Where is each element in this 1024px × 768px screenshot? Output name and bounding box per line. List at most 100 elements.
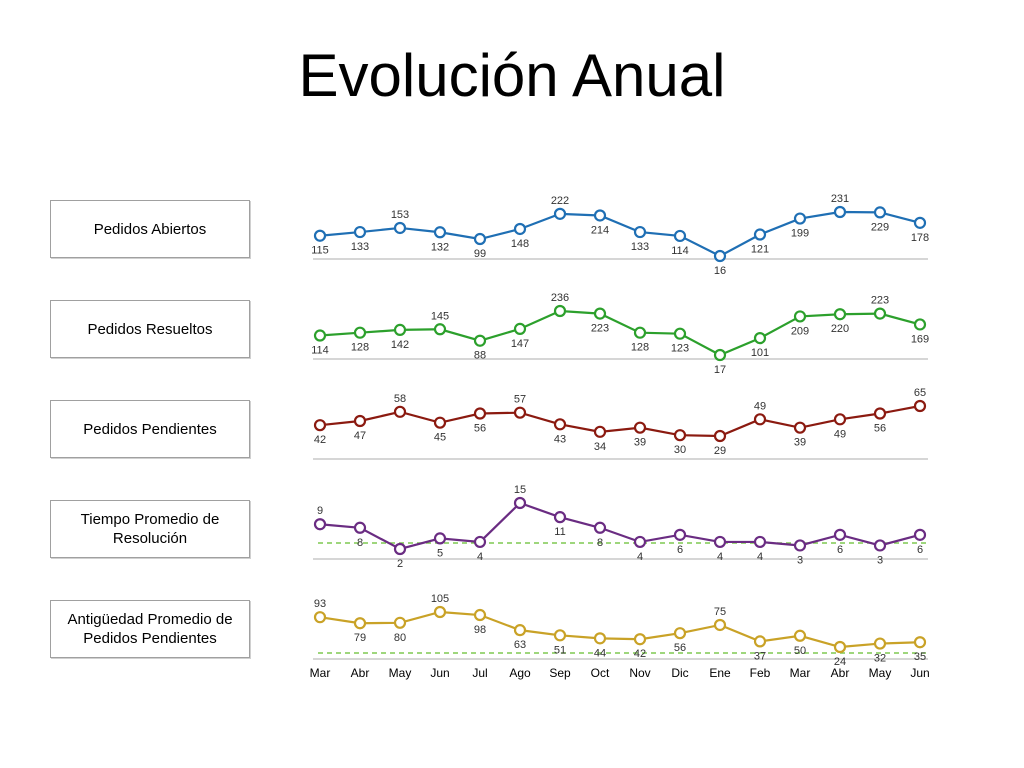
data-point — [593, 521, 607, 534]
data-point — [313, 229, 327, 242]
data-point — [713, 348, 727, 362]
data-point — [353, 326, 367, 339]
data-point — [753, 332, 767, 345]
data-label: 47 — [354, 430, 366, 442]
data-point — [873, 206, 887, 219]
data-point — [713, 618, 727, 632]
data-point — [873, 407, 887, 420]
data-label: 17 — [714, 364, 726, 376]
series-line — [319, 404, 921, 438]
data-point — [513, 322, 527, 335]
data-label: 3 — [797, 554, 803, 566]
data-point — [793, 539, 807, 552]
data-label: 39 — [794, 437, 806, 449]
data-point — [513, 496, 527, 510]
data-point — [513, 406, 527, 419]
data-label: 98 — [474, 624, 486, 636]
data-point — [873, 307, 887, 320]
data-point — [913, 216, 927, 229]
data-point — [673, 627, 687, 640]
data-point — [553, 629, 567, 642]
x-tick-label: Jun — [910, 666, 929, 680]
data-point — [913, 636, 927, 649]
data-point — [633, 421, 647, 434]
data-point — [633, 535, 647, 549]
data-point — [793, 629, 807, 642]
data-label: 5 — [437, 547, 443, 559]
data-label: 209 — [791, 325, 809, 337]
data-point — [513, 222, 527, 236]
data-label: 16 — [714, 265, 726, 277]
data-point — [313, 419, 327, 432]
data-label: 32 — [874, 653, 886, 665]
data-point — [553, 418, 567, 431]
data-label: 56 — [474, 423, 486, 435]
data-point — [873, 637, 887, 650]
data-label: 57 — [514, 394, 526, 406]
data-label: 43 — [554, 433, 566, 445]
data-point — [313, 611, 327, 624]
label-pedidos-pendientes: Pedidos Pendientes — [50, 400, 250, 458]
data-label: 115 — [311, 245, 329, 257]
data-point — [553, 207, 567, 220]
data-label: 56 — [674, 642, 686, 654]
data-label: 35 — [914, 651, 926, 663]
x-tick-label: Dic — [671, 666, 688, 680]
data-label: 58 — [394, 393, 406, 405]
data-point — [593, 209, 607, 222]
series-5: 93 79 80 105 98 63 51 44 42 56 75 37 50 24 32 35 — [313, 593, 928, 668]
data-point — [833, 205, 847, 219]
data-label: 223 — [871, 295, 889, 307]
data-label: 3 — [877, 554, 883, 566]
data-label: 29 — [714, 445, 726, 457]
data-point — [473, 334, 487, 347]
data-point — [753, 413, 767, 426]
x-tick-label: Sep — [549, 666, 571, 680]
data-label: 236 — [551, 292, 569, 304]
data-label: 128 — [631, 342, 649, 354]
data-label: 9 — [317, 505, 323, 517]
data-point — [713, 429, 727, 443]
data-label: 101 — [751, 347, 769, 359]
data-label: 45 — [434, 432, 446, 444]
page-title: Evolución Anual — [298, 42, 726, 109]
data-point — [313, 518, 327, 531]
data-label: 88 — [474, 350, 486, 362]
data-label: 93 — [314, 598, 326, 610]
data-label: 37 — [754, 650, 766, 662]
data-label: 114 — [311, 345, 329, 357]
data-label: 114 — [671, 245, 689, 257]
data-label: 148 — [511, 238, 529, 250]
series-line — [319, 309, 921, 357]
series-line — [319, 210, 921, 258]
data-point — [433, 532, 447, 545]
data-point — [433, 416, 447, 429]
data-point — [393, 616, 407, 629]
x-axis-ticks: Mar Abr May Jun Jul Ago Sep Oct Nov Dic Ene Feb Mar A… — [310, 666, 930, 680]
data-label: 56 — [874, 423, 886, 435]
data-label: 222 — [551, 195, 569, 207]
data-label: 49 — [754, 400, 766, 412]
data-label: 4 — [477, 551, 483, 563]
data-label: 75 — [714, 606, 726, 618]
data-point — [473, 232, 487, 246]
data-point — [673, 229, 687, 243]
data-label: 214 — [591, 224, 609, 236]
data-label: 147 — [511, 338, 529, 350]
x-tick-label: Jul — [472, 666, 487, 680]
data-point — [833, 413, 847, 426]
x-tick-label: Jun — [430, 666, 449, 680]
data-point — [353, 225, 367, 239]
data-label: 15 — [514, 484, 526, 496]
data-point — [593, 425, 607, 438]
data-point — [393, 221, 407, 235]
x-tick-label: Abr — [831, 666, 850, 680]
data-point — [633, 225, 647, 239]
x-tick-label: Abr — [351, 666, 370, 680]
data-point — [673, 327, 687, 340]
data-point — [593, 307, 607, 320]
data-point — [353, 617, 367, 630]
series-line — [319, 501, 921, 551]
data-label: 2 — [397, 558, 403, 570]
